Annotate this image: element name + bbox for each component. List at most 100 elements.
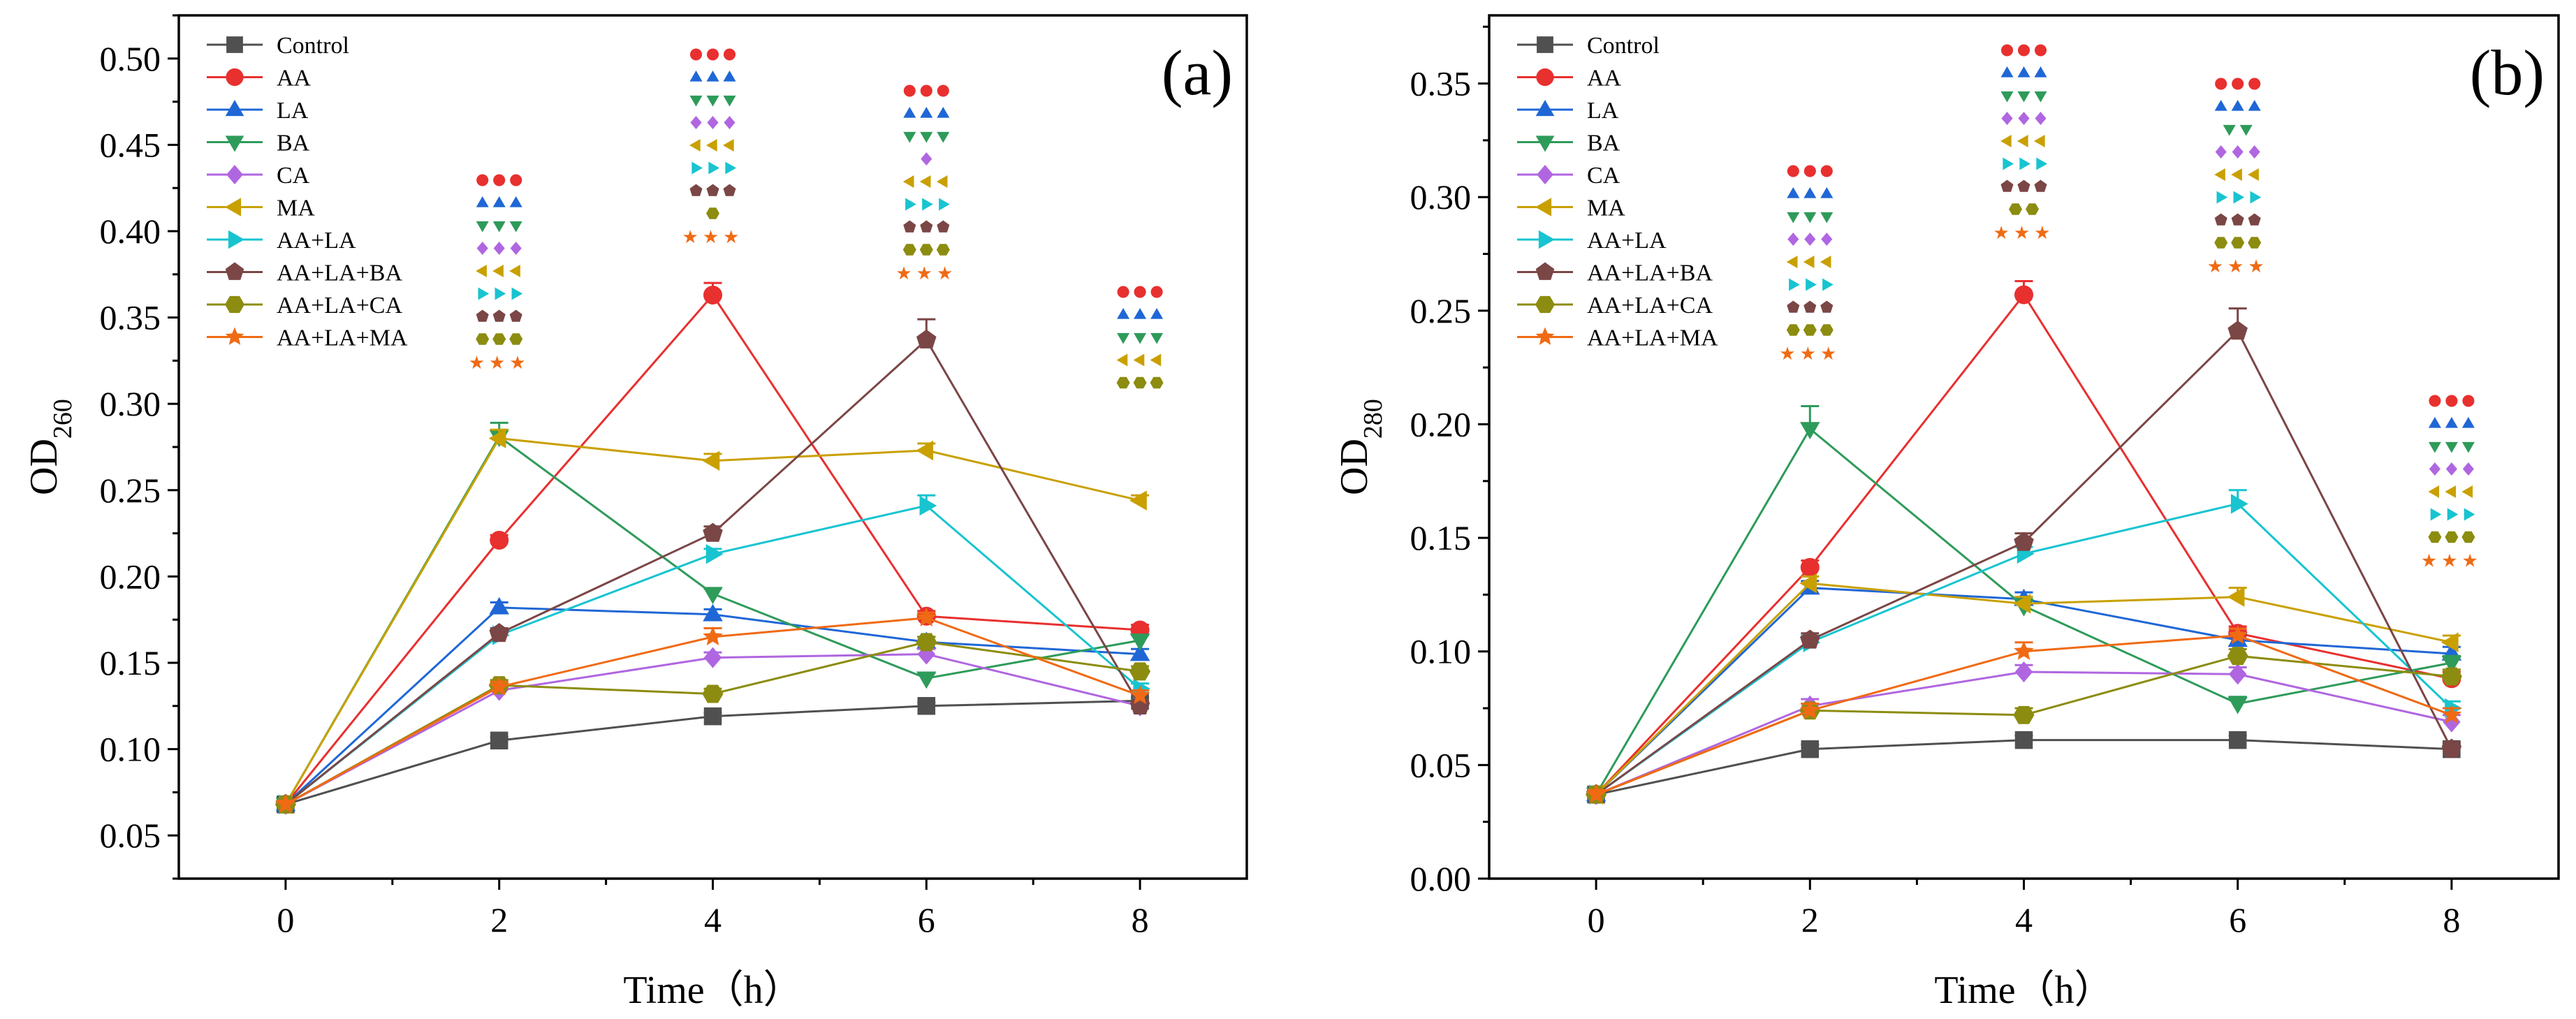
panel-a-significance-mark-aa-la <box>691 161 703 175</box>
panel-b-legend-label-la: LA <box>1587 98 1619 124</box>
panel-b-significance-mark-aa-la-ca <box>1786 324 1800 336</box>
chart-panel-a: 0 2 4 6 8 0.05 0.10 0.15 0.20 0.25 0.30 0.35 0.40 0.4… <box>22 14 1248 1012</box>
panel-b-significance-mark-aa-la-ba <box>2017 179 2030 192</box>
panel-a-significance-mark-ma <box>723 138 734 152</box>
panel-b-legend-marker-control <box>1537 36 1553 53</box>
panel-b-point-ma <box>2227 587 2245 607</box>
panel-b-significance-mark-aa-la-ba <box>2214 213 2227 226</box>
panel-b-legend-marker-ca <box>1537 165 1553 184</box>
panel-b-significance-mark-ma <box>2248 168 2259 182</box>
panel-b-significance-mark-ca <box>2445 462 2457 476</box>
panel-a-point-ma <box>702 450 720 471</box>
panel-a-significance-mark-aa-la-ca <box>919 244 933 256</box>
panel-a-significance-mark-aa <box>510 174 522 186</box>
panel-b-x-axis-label: Time（h） <box>1934 969 2113 1012</box>
panel-b-significance-mark-la <box>1803 187 1817 198</box>
panel-a-significance-mark-la <box>509 196 522 207</box>
panel-a-significance-mark-la <box>1117 308 1130 319</box>
panel-a-point-la <box>703 603 723 622</box>
panel-b-point-aa-la-ca <box>2227 647 2248 666</box>
panel-b-y-tick-label: 0.00 <box>1410 859 1472 898</box>
panel-b-significance-mark-la <box>2445 417 2458 428</box>
panel-b-significance-mark-ca <box>2018 112 2030 125</box>
panel-b-significance-mark-aa-la-ba <box>2231 213 2244 226</box>
panel-a-significance-mark-ca <box>493 242 505 255</box>
panel-b-point-control <box>2014 731 2033 749</box>
panel-a-point-aa <box>490 530 509 550</box>
panel-b-significance-mark-ba <box>2017 91 2030 103</box>
panel-b-significance-mark-aa-la <box>2250 191 2262 204</box>
panel-a-significance-mark-ca <box>921 152 932 166</box>
panel-a-significance-mark-ba <box>476 221 489 233</box>
panel-a-legend-marker-aa-la <box>228 230 244 249</box>
panel-b-significance-mark-ba <box>2000 91 2014 103</box>
panel-a-point-ma <box>1129 490 1147 511</box>
panel-b-significance-mark-aa <box>2445 395 2458 407</box>
panel-a-point-aa <box>703 285 722 305</box>
panel-b-significance-mark-ba <box>2034 91 2047 103</box>
panel-a-significance-mark-la <box>689 71 703 82</box>
panel-a-legend-label-control: Control <box>277 33 349 59</box>
panel-a-point-aa-la <box>919 495 937 516</box>
panel-b-point-ma <box>1799 573 1817 594</box>
panel-a-significance-mark-ma <box>706 138 717 152</box>
panel-b-significance-mark-aa-la-ca <box>2009 203 2022 215</box>
panel-b-significance-mark-ca <box>2429 462 2440 476</box>
panel-a-significance-mark-aa-la-ba <box>476 309 489 322</box>
panel-a-series-line-ca <box>285 653 1141 806</box>
panel-b-significance-mark-aa <box>1820 165 1833 177</box>
panel-b-significance-mark-ma <box>2461 485 2473 499</box>
panel-a-significance-mark-aa-la <box>905 198 916 211</box>
panel-a-significance-mark-ca <box>476 242 488 255</box>
panel-b-point-control <box>2228 731 2247 749</box>
panel-a-significance-mark-la <box>706 71 719 82</box>
panel-a-significance-mark-aa-la <box>939 198 950 211</box>
panel-a-x-tick-label: 2 <box>490 900 508 939</box>
panel-b-point-aa-la-ma <box>1586 784 1607 803</box>
panel-b-significance-mark-la <box>2214 100 2227 111</box>
panel-a-significance-mark-aa <box>689 48 703 61</box>
panel-b-significance-mark-la <box>2461 417 2475 428</box>
panel-a-significance-mark-aa-la-ba <box>723 184 736 196</box>
panel-a-legend: Control AA LA BA CA MA AA+LA AA+LA+BA AA+LA+CA AA… <box>207 33 408 351</box>
panel-b-significance-mark-aa-la-ca <box>2461 531 2475 543</box>
panel-a-legend-label-aa-la-ma: AA+LA+MA <box>277 325 408 351</box>
panel-b-significance-mark-aa-la-ba <box>2034 179 2047 192</box>
panel-b-significance-mark-ba <box>2445 441 2458 453</box>
panel-a-significance-mark-aa-la <box>478 287 490 300</box>
panel-b-significance-mark-ma <box>2445 485 2457 499</box>
panel-b-series-line-la <box>1595 587 2452 796</box>
panel-b-significance-mark-la <box>1820 187 1834 198</box>
panel-b-significance-group: ★★★ <box>1993 44 2050 243</box>
panel-a-x-axis-label: Time（h） <box>623 969 802 1012</box>
panel-b-point-aa-la-ma <box>2441 704 2462 724</box>
panel-b-point-aa-la-ma <box>1800 700 1820 719</box>
panel-a-significance-mark-ba <box>706 95 719 107</box>
panel-a-significance-mark-ba <box>937 131 950 143</box>
panel-b-significance-mark-ma <box>2034 134 2045 148</box>
panel-a-significance-mark-ba <box>920 131 933 143</box>
panel-a-legend-label-ma: MA <box>277 196 315 221</box>
panel-a-significance-mark-aa-la-ba <box>689 184 703 196</box>
panel-b-significance-mark-ma <box>1820 255 1831 269</box>
panel-a-legend-marker-aa-la-ma <box>225 327 244 345</box>
panel-b-point-ba <box>2441 656 2462 673</box>
panel-b-significance-mark-la <box>2000 66 2014 78</box>
panel-a-legend-marker-ba <box>225 135 244 152</box>
panel-a-significance-mark-ba <box>492 221 506 233</box>
panel-b-point-aa <box>1800 557 1820 577</box>
panel-b-legend-label-control: Control <box>1587 33 1660 59</box>
panel-a-significance-mark-aa-la-ba <box>920 220 933 233</box>
panel-b-significance-mark-aa-la <box>2003 157 2014 170</box>
panel-b-significance-mark-ca <box>2035 112 2047 125</box>
panel-b-significance-mark-ma <box>1803 255 1815 269</box>
panel-b-point-aa-la-ba <box>2441 738 2462 758</box>
panel-b-legend-marker-aa-la-ca <box>1535 295 1555 314</box>
panel-b-significance-mark-aa-la <box>1789 278 1800 291</box>
panel-b-significance-mark-ca <box>2462 462 2474 476</box>
panel-a-legend-marker-la <box>225 100 244 117</box>
panel-a-point-la <box>1129 643 1150 661</box>
panel-b-significance-mark-ma <box>1786 255 1798 269</box>
panel-b-significance-mark-ma <box>2214 168 2225 182</box>
